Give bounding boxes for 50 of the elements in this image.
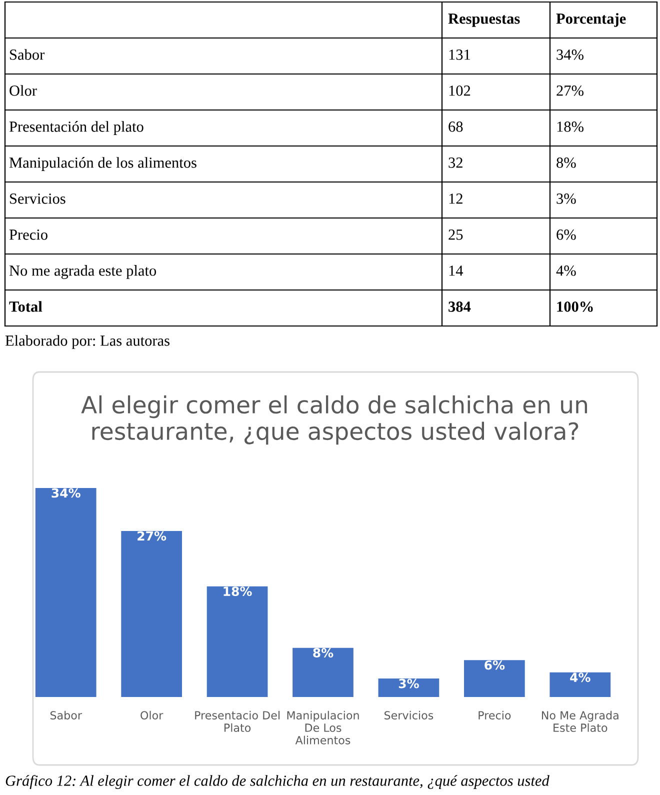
x-tick-label: Precio	[478, 710, 511, 720]
text: 3%	[556, 194, 576, 204]
bar	[35, 488, 96, 697]
data-label: 18%	[224, 586, 252, 596]
text: 34%	[556, 50, 584, 60]
text: 102	[449, 86, 470, 96]
data-label: 34%	[52, 488, 80, 498]
bar	[378, 678, 440, 697]
x-tick-label: Presentacio Del Plato	[195, 710, 280, 732]
text: Gráfico 12: Al elegir comer el caldo de salchicha en un restaurante, ¿qué aspectos usted	[6, 774, 550, 790]
text: 131	[449, 50, 470, 60]
text: 68	[448, 122, 463, 132]
data-label: 27%	[138, 531, 166, 541]
text: 6%	[556, 230, 576, 240]
x-tick-label: No Me Agrada Este Plato	[542, 710, 618, 732]
text: 32	[448, 158, 462, 168]
text: 12	[449, 194, 462, 204]
data-label: 3%	[398, 678, 419, 688]
text: 4%	[556, 266, 576, 276]
category-label: Respuestas	[448, 14, 520, 27]
text: 25	[448, 230, 463, 240]
text: 14	[449, 266, 464, 276]
bar	[121, 531, 182, 697]
bar	[292, 648, 354, 697]
text: Elaborado por: Las autoras	[5, 335, 170, 349]
data-label: 4%	[570, 672, 590, 682]
category-label: Olor	[10, 85, 37, 96]
category-label: Porcentaje	[556, 13, 626, 27]
bar	[464, 660, 525, 697]
x-tick-label: Sabor	[50, 710, 82, 720]
x-tick-label: Manipulacion De Los Alimentos	[287, 710, 359, 744]
data-label: 8%	[313, 648, 334, 658]
text: 384	[448, 302, 471, 312]
text: 27%	[556, 86, 584, 96]
chart-title: Al elegir comer el caldo de salchicha en un restaurante, ¿que aspectos usted valora?	[81, 395, 587, 445]
x-tick-label: Olor	[140, 710, 164, 720]
category-label: Precio	[9, 230, 48, 240]
category-label: Presentación del plato	[9, 121, 144, 135]
data-label: 6%	[484, 660, 505, 670]
text: 8%	[556, 158, 576, 168]
category-label: No me agrada este plato	[9, 265, 156, 279]
bar	[206, 586, 268, 697]
category-label: Servicios	[10, 194, 66, 204]
text: 100%	[557, 302, 593, 312]
x-tick-label: Servicios	[384, 710, 434, 720]
category-label: Sabor	[10, 49, 45, 60]
category-label: Total	[9, 301, 42, 312]
bar	[550, 672, 611, 697]
category-label: Manipulación de los alimentos	[9, 157, 196, 171]
text: 18%	[557, 122, 584, 132]
